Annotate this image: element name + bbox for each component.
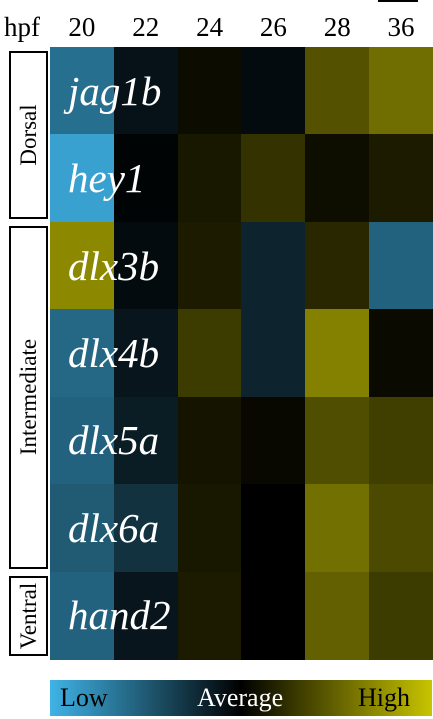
heatmap-cell [177, 134, 243, 223]
hpf-label: hpf [4, 12, 40, 42]
heatmap-cell [369, 571, 433, 660]
region-bracket: Intermediate [9, 225, 48, 569]
column-header: 24 [196, 12, 224, 42]
heatmap-cell [241, 484, 306, 573]
legend-high: High [358, 683, 410, 712]
heatmap-cell [177, 484, 243, 573]
heatmap-cell [241, 309, 306, 398]
heatmap-cell [369, 221, 433, 310]
heatmap-cell [241, 571, 306, 660]
heatmap-cell [369, 47, 433, 136]
heatmap-cell [113, 396, 179, 485]
heatmap-cell [113, 309, 179, 398]
heatmap-cell [305, 221, 370, 310]
gene-label: dlx3b [68, 242, 160, 289]
heatmap-cell [305, 47, 370, 136]
gene-label: hey1 [68, 155, 146, 202]
heatmap-cell [50, 221, 115, 310]
heatmap-cell [113, 484, 179, 573]
heatmap-cell [241, 396, 306, 485]
heatmap-cell [369, 396, 433, 485]
heatmap-cell [50, 134, 115, 223]
region-label: Dorsal [15, 104, 41, 166]
gene-label: hand2 [68, 592, 171, 639]
gene-label: dlx6a [68, 504, 160, 551]
heatmap-cell [177, 396, 243, 485]
gene-label: dlx4b [68, 330, 160, 376]
heatmap-grid [50, 47, 433, 660]
top-line [378, 0, 418, 2]
heatmap-cell [113, 47, 179, 136]
heatmap-cell [369, 484, 433, 573]
heatmap-cell [50, 571, 115, 660]
column-header: 26 [259, 12, 287, 42]
heatmap-cell [50, 484, 115, 573]
heatmap-cell [369, 309, 433, 398]
heatmap-cell [305, 396, 370, 485]
column-header: 20 [68, 12, 96, 42]
heatmap-cell [50, 47, 115, 136]
region-bracket: Dorsal [9, 51, 48, 219]
heatmap-cell [177, 221, 243, 310]
region-label: Intermediate [15, 339, 41, 456]
column-header: 22 [132, 12, 160, 42]
column-header: 28 [323, 12, 351, 42]
region-bracket: Ventral [9, 575, 48, 656]
heatmap-cell [241, 221, 306, 310]
heatmap-cell [369, 134, 433, 223]
column-header: 36 [387, 12, 415, 42]
heatmap-cell [305, 134, 370, 223]
heatmap-cell [241, 134, 306, 223]
heatmap-cell [177, 571, 243, 660]
region-label: Ventral [15, 582, 41, 649]
heatmap-cell [113, 221, 179, 310]
heatmap-cell [241, 47, 306, 136]
heatmap-cell [177, 309, 243, 398]
heatmap-cell [177, 47, 243, 136]
heatmap-cell [50, 309, 115, 398]
heatmap-cell [50, 396, 115, 485]
gene-label: jag1b [68, 67, 162, 114]
heatmap-cell [113, 571, 179, 660]
heatmap-cell [113, 134, 179, 223]
legend-low: Low [60, 683, 108, 712]
color-legend: Low Average High [50, 680, 432, 716]
legend-average: Average [197, 683, 284, 712]
heatmap-cell [305, 484, 370, 573]
heatmap-cell [305, 571, 370, 660]
gene-label: dlx5a [68, 417, 160, 464]
heatmap-cell [305, 309, 370, 398]
